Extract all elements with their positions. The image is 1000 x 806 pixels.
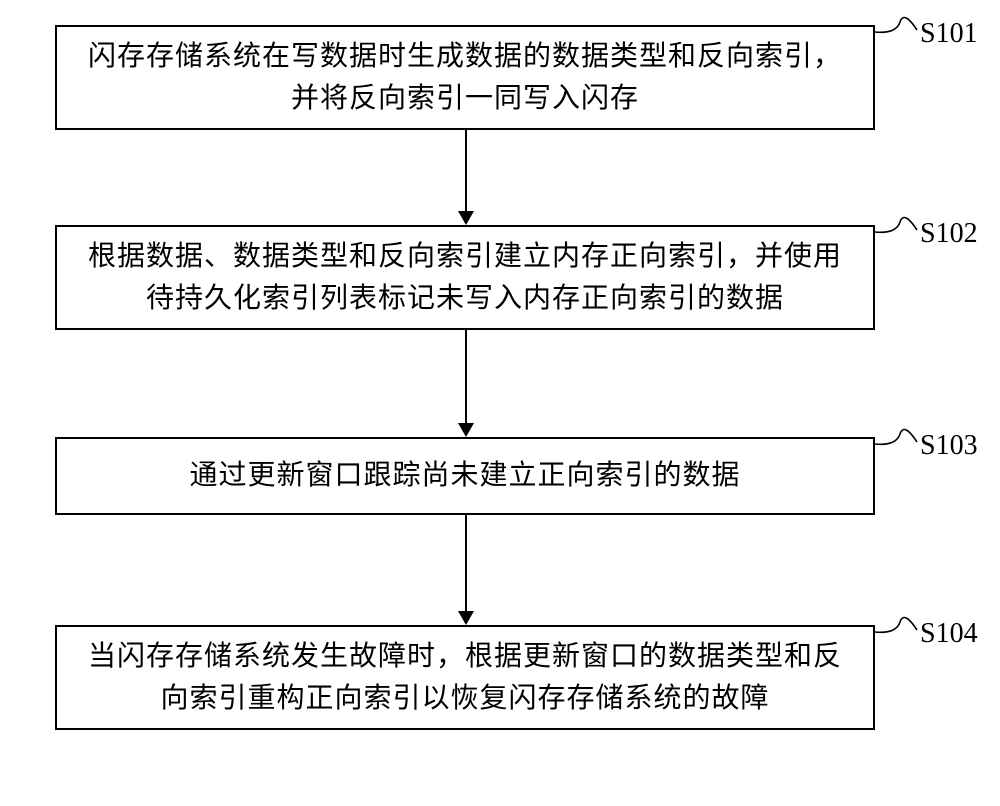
step-label-2: S102: [920, 218, 978, 250]
leader-1: [0, 0, 1000, 806]
step-label-3: S103: [920, 430, 978, 462]
step-label-1: S101: [920, 18, 978, 50]
flowchart-canvas: 闪存存储系统在写数据时生成数据的数据类型和反向索引，并将反向索引一同写入闪存 根…: [0, 0, 1000, 806]
step-label-4: S104: [920, 618, 978, 650]
